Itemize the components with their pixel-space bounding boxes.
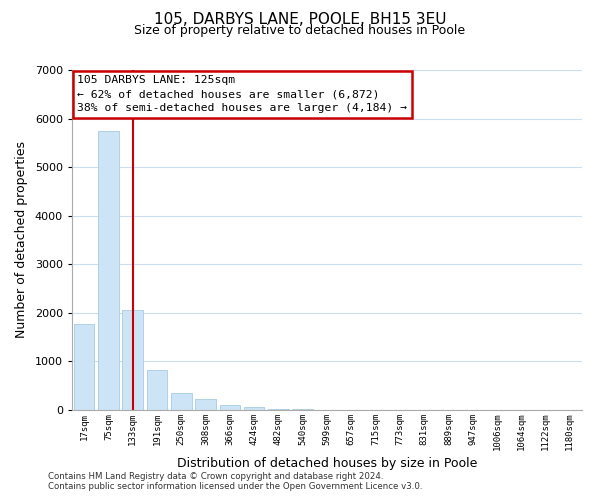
Bar	[195, 400, 216, 410]
Text: Size of property relative to detached houses in Poole: Size of property relative to detached ho…	[134, 24, 466, 37]
Bar	[244, 407, 265, 410]
Text: Contains public sector information licensed under the Open Government Licence v3: Contains public sector information licen…	[48, 482, 422, 491]
Bar	[122, 310, 143, 410]
Bar	[146, 370, 167, 410]
Bar	[268, 408, 289, 410]
Bar	[74, 324, 94, 410]
Bar	[98, 130, 119, 410]
Bar	[220, 405, 240, 410]
Text: 105, DARBYS LANE, POOLE, BH15 3EU: 105, DARBYS LANE, POOLE, BH15 3EU	[154, 12, 446, 28]
Text: 105 DARBYS LANE: 125sqm
← 62% of detached houses are smaller (6,872)
38% of semi: 105 DARBYS LANE: 125sqm ← 62% of detache…	[77, 75, 407, 113]
Y-axis label: Number of detached properties: Number of detached properties	[15, 142, 28, 338]
Text: Contains HM Land Registry data © Crown copyright and database right 2024.: Contains HM Land Registry data © Crown c…	[48, 472, 383, 481]
X-axis label: Distribution of detached houses by size in Poole: Distribution of detached houses by size …	[177, 458, 477, 470]
Bar	[171, 392, 191, 410]
